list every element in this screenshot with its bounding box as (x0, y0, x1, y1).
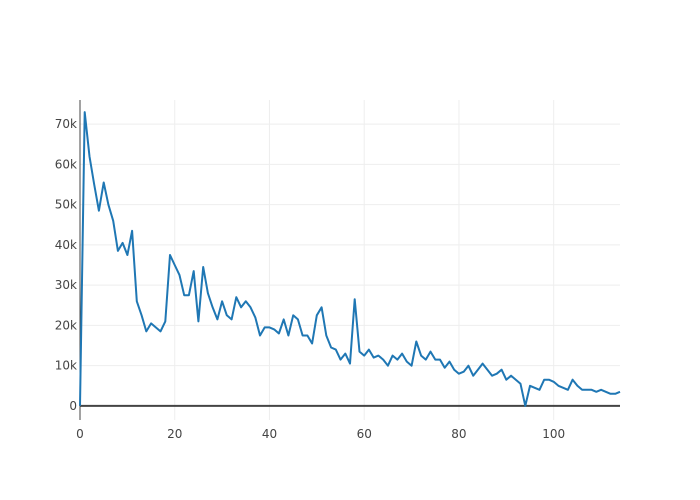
y-tick-label: 60k (55, 157, 77, 171)
y-tick-label: 70k (55, 117, 77, 131)
x-tick-label: 40 (262, 427, 277, 441)
y-tick-label: 50k (55, 198, 77, 212)
x-tick-label: 0 (76, 427, 84, 441)
y-tick-label: 30k (55, 278, 77, 292)
tick-labels: 0 20 40 60 80 100 0 10k 20k 30k 40k 50k 60k 70k (55, 117, 565, 441)
gridlines (80, 100, 620, 420)
y-tick-label: 20k (55, 318, 77, 332)
axes (79, 100, 620, 420)
y-tick-label: 10k (55, 359, 77, 373)
y-tick-label: 0 (69, 399, 77, 413)
x-tick-label: 80 (451, 427, 466, 441)
x-tick-label: 60 (357, 427, 372, 441)
x-tick-label: 100 (542, 427, 565, 441)
y-tick-label: 40k (55, 238, 77, 252)
series-layer (79, 111, 621, 407)
x-tick-label: 20 (167, 427, 182, 441)
series-line (79, 111, 621, 407)
